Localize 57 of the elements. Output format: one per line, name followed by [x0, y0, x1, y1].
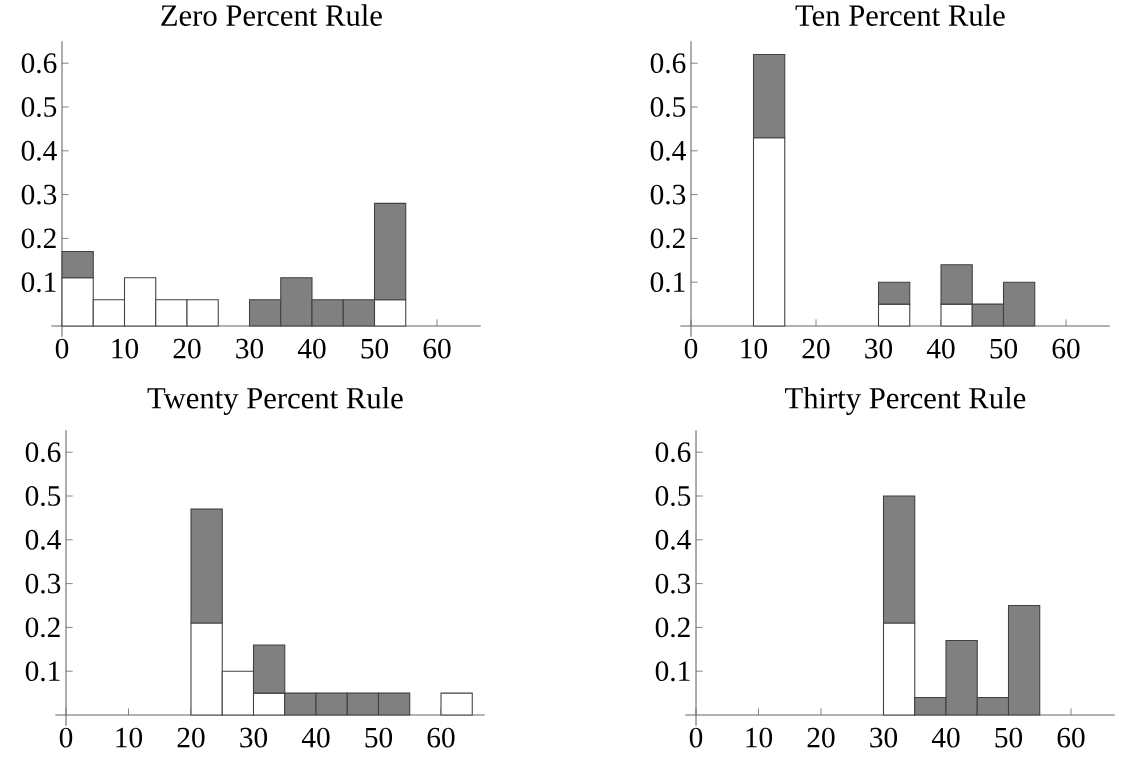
bar	[440, 692, 473, 716]
y-tick-label: 0.5	[655, 486, 691, 506]
y-tick-label: 0.6	[650, 53, 686, 74]
chart-title: Twenty Percent Rule	[147, 387, 403, 415]
x-tick-label: 30	[870, 727, 898, 748]
x-tick-label: 10	[112, 338, 139, 359]
x-tick-label: 30	[236, 338, 264, 359]
x-tick-label: 20	[802, 338, 830, 359]
y-tick-label: 0.5	[25, 486, 61, 506]
x-tick-label: 0	[59, 727, 73, 748]
x-tick-label: 20	[807, 727, 835, 748]
y-tick-label: 0.6	[21, 53, 57, 74]
x-tick-label: 40	[931, 727, 960, 748]
y-tick-label: 0.3	[25, 573, 61, 594]
x-tick-label: 10	[746, 727, 773, 748]
y-tick-label: 0.2	[21, 228, 56, 249]
x-tick-label: 30	[240, 727, 268, 748]
y-tick-label: 0.4	[21, 140, 57, 161]
y-tick-label: 0.5	[21, 97, 57, 117]
y-tick-label: 0.4	[650, 140, 686, 161]
x-tick-label: 40	[926, 338, 955, 359]
x-tick-label: 50	[361, 338, 389, 359]
x-tick-label: 0	[689, 727, 703, 748]
y-tick-label: 0.6	[655, 442, 691, 463]
chart-title: Zero Percent Rule	[161, 4, 382, 26]
x-tick-label: 0	[55, 338, 69, 359]
y-tick-label: 0.1	[25, 661, 60, 682]
y-tick-label: 0.3	[21, 184, 57, 205]
x-tick-label: 60	[1057, 727, 1085, 748]
y-tick-label: 0.2	[655, 617, 690, 638]
x-tick-label: 0	[684, 338, 698, 359]
y-tick-label: 0.1	[650, 272, 685, 293]
x-tick-label: 40	[297, 338, 326, 359]
x-tick-label: 10	[741, 338, 768, 359]
x-tick-label: 60	[423, 338, 451, 359]
y-tick-label: 0.6	[25, 442, 61, 463]
x-tick-label: 30	[865, 338, 893, 359]
x-tick-label: 60	[427, 727, 455, 748]
x-tick-label: 50	[365, 727, 393, 748]
chart-title: Ten Percent Rule	[795, 4, 1005, 26]
y-tick-label: 0.3	[650, 184, 686, 205]
y-tick-label: 0.2	[25, 617, 60, 638]
x-tick-label: 50	[995, 727, 1023, 748]
y-tick-label: 0.4	[25, 529, 61, 550]
x-tick-label: 10	[116, 727, 143, 748]
y-tick-label: 0.5	[650, 97, 686, 117]
x-tick-label: 40	[301, 727, 330, 748]
x-tick-label: 60	[1052, 338, 1080, 359]
y-tick-label: 0.2	[650, 228, 685, 249]
x-tick-label: 50	[990, 338, 1018, 359]
y-tick-label: 0.1	[21, 272, 56, 293]
chart-title: Thirty Percent Rule	[785, 387, 1026, 415]
y-tick-label: 0.3	[655, 573, 691, 594]
x-tick-label: 20	[177, 727, 205, 748]
x-tick-label: 20	[173, 338, 201, 359]
y-tick-label: 0.4	[655, 529, 691, 550]
y-tick-label: 0.1	[655, 661, 690, 682]
